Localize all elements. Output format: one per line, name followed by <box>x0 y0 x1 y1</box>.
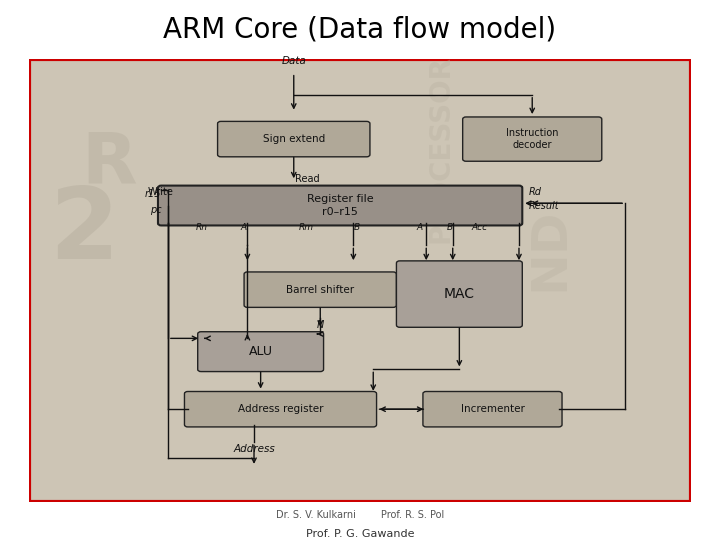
Text: B: B <box>446 223 452 232</box>
FancyBboxPatch shape <box>397 261 522 327</box>
Text: Address: Address <box>233 444 275 454</box>
Text: N: N <box>317 320 324 330</box>
Text: Result: Result <box>529 200 559 211</box>
Text: Write: Write <box>148 187 174 197</box>
Text: Register file
r0–r15: Register file r0–r15 <box>307 194 374 217</box>
Text: Rn: Rn <box>196 223 207 232</box>
Text: Address register: Address register <box>238 404 323 414</box>
Text: Rd: Rd <box>529 187 542 197</box>
FancyBboxPatch shape <box>158 186 522 226</box>
Text: R: R <box>82 130 138 198</box>
Text: Data: Data <box>282 56 306 66</box>
FancyBboxPatch shape <box>423 392 562 427</box>
Text: B: B <box>354 223 359 232</box>
FancyBboxPatch shape <box>29 59 691 502</box>
Text: ND: ND <box>526 207 574 291</box>
Text: MAC: MAC <box>444 287 475 301</box>
Text: Dr. S. V. Kulkarni        Prof. R. S. Pol: Dr. S. V. Kulkarni Prof. R. S. Pol <box>276 510 444 521</box>
Text: 2: 2 <box>49 183 118 280</box>
Text: Barrel shifter: Barrel shifter <box>286 285 354 295</box>
Text: Prof. P. G. Gawande: Prof. P. G. Gawande <box>306 529 414 539</box>
FancyBboxPatch shape <box>198 332 323 372</box>
FancyBboxPatch shape <box>463 117 602 161</box>
Text: A: A <box>240 223 247 232</box>
Text: Acc: Acc <box>471 223 487 232</box>
Text: A: A <box>417 223 423 232</box>
Text: ARM Core (Data flow model): ARM Core (Data flow model) <box>163 15 557 43</box>
Text: ALU: ALU <box>248 345 273 358</box>
Text: Sign extend: Sign extend <box>263 134 325 144</box>
Text: Instruction
decoder: Instruction decoder <box>506 128 559 150</box>
Text: Rm: Rm <box>299 223 314 232</box>
Text: PROCESSOR: PROCESSOR <box>426 55 454 242</box>
FancyBboxPatch shape <box>217 122 370 157</box>
FancyBboxPatch shape <box>244 272 397 307</box>
Text: Read: Read <box>294 174 320 184</box>
FancyBboxPatch shape <box>184 392 377 427</box>
Text: r15: r15 <box>145 190 161 199</box>
Text: pc: pc <box>150 205 161 215</box>
Text: Incrementer: Incrementer <box>461 404 524 414</box>
